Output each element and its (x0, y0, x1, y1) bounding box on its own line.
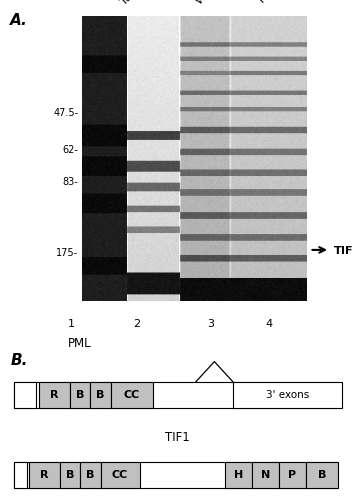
Text: CC: CC (112, 470, 128, 480)
Text: 3: 3 (207, 319, 215, 329)
Bar (80, 462, 101, 488)
Text: 2: 2 (133, 319, 140, 329)
Text: R: R (50, 390, 59, 400)
Bar (70, 382, 90, 408)
Text: B: B (96, 390, 105, 400)
Text: 3' exons: 3' exons (266, 390, 309, 400)
Bar (14, 382, 337, 408)
Text: A.: A. (11, 13, 28, 28)
Text: CC: CC (124, 390, 140, 400)
Text: TIF1: TIF1 (165, 431, 189, 445)
Text: 1: 1 (68, 319, 75, 329)
Text: 47.5-: 47.5- (53, 108, 79, 118)
Text: 4: 4 (265, 319, 272, 329)
Bar (111, 382, 153, 408)
Bar (14, 382, 36, 408)
Text: R: R (40, 470, 49, 480)
Text: N: N (261, 470, 270, 480)
Bar (233, 382, 342, 408)
Bar (14, 462, 337, 488)
Bar (252, 462, 279, 488)
Text: 62-: 62- (63, 145, 79, 155)
Text: 175-: 175- (56, 248, 79, 258)
Text: TIF1$\alpha$: TIF1$\alpha$ (333, 244, 354, 256)
Text: PML: PML (68, 337, 92, 350)
Bar (60, 462, 80, 488)
Bar (29, 462, 60, 488)
Text: WT: WT (194, 0, 213, 7)
Bar (39, 382, 70, 408)
Text: H: H (234, 470, 243, 480)
Text: B: B (86, 470, 95, 480)
Text: B.: B. (11, 353, 28, 368)
Text: 83-: 83- (63, 176, 79, 186)
Bar (14, 462, 28, 488)
Text: B: B (66, 470, 74, 480)
Bar (90, 382, 111, 408)
Text: B: B (76, 390, 84, 400)
Bar (224, 462, 252, 488)
Bar (279, 462, 306, 488)
Text: Tag: Tag (119, 0, 139, 7)
Bar (101, 462, 139, 488)
Text: P: P (289, 470, 297, 480)
Bar (306, 462, 338, 488)
Text: N$_{82}$A: N$_{82}$A (255, 0, 285, 7)
Text: B: B (318, 470, 326, 480)
